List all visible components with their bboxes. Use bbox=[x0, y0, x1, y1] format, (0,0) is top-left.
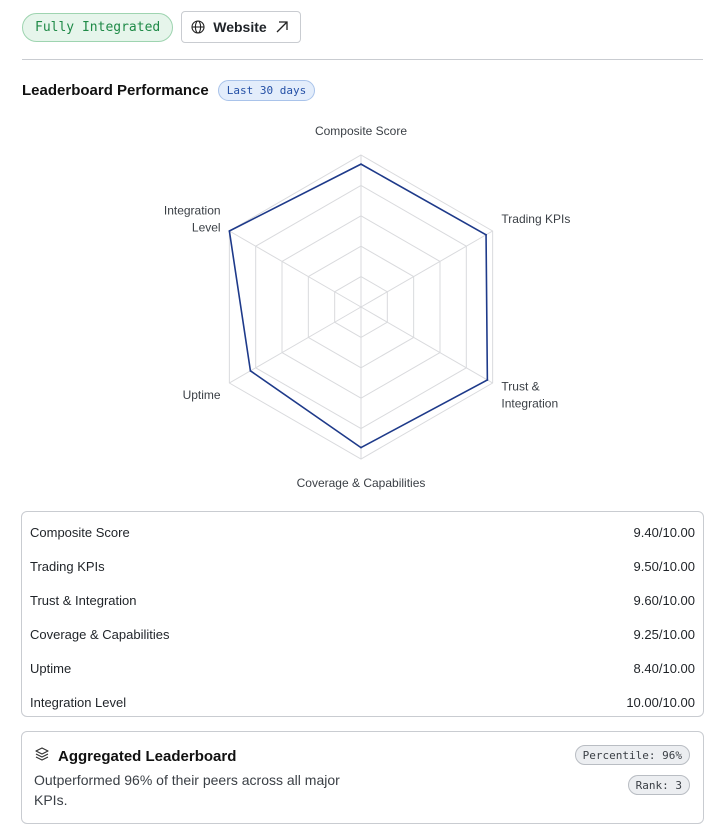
score-row: Uptime 8.40/10.00 bbox=[30, 651, 695, 685]
score-row: Composite Score 9.40/10.00 bbox=[30, 515, 695, 549]
score-value: 8.40/10.00 bbox=[633, 660, 695, 676]
radar-data-point bbox=[360, 163, 362, 166]
rank-badge: Rank: 3 bbox=[627, 775, 690, 795]
radar-data-point bbox=[360, 446, 362, 449]
globe-icon bbox=[191, 20, 205, 34]
score-label: Composite Score bbox=[30, 524, 130, 540]
score-table: Composite Score 9.40/10.00 Trading KPIs … bbox=[21, 511, 704, 717]
score-label: Integration Level bbox=[30, 694, 127, 710]
section-header: Leaderboard Performance Last 30 days bbox=[22, 80, 316, 101]
status-badge: Fully Integrated bbox=[22, 12, 174, 42]
radar-axis-label: Integration Level bbox=[164, 204, 221, 235]
score-row: Trading KPIs 9.50/10.00 bbox=[30, 549, 695, 583]
section-title: Leaderboard Performance bbox=[22, 82, 209, 99]
score-row: Coverage & Capabilities 9.25/10.00 bbox=[30, 617, 695, 651]
radar-axis-label: Coverage & Capabilities bbox=[297, 476, 426, 490]
aggregated-description: Outperformed 96% of their peers across a… bbox=[34, 772, 340, 808]
radar-axis-line bbox=[229, 230, 362, 308]
header-row: Fully Integrated Website bbox=[22, 11, 301, 43]
radar-data-point bbox=[485, 233, 487, 236]
radar-axis-label: Uptime bbox=[183, 388, 221, 402]
period-badge: Last 30 days bbox=[217, 80, 316, 101]
radar-data-point bbox=[486, 379, 489, 381]
radar-axis-label: Trading KPIs bbox=[501, 212, 570, 226]
radar-axis-label: Trust & Integration bbox=[501, 380, 558, 411]
radar-chart: Composite Score Trading KPIs Trust & Integr… bbox=[164, 124, 570, 490]
radar-axis-label: Composite Score bbox=[315, 124, 407, 138]
divider bbox=[22, 59, 703, 60]
score-label: Trading KPIs bbox=[30, 558, 105, 574]
percentile-badge: Percentile: 96% bbox=[574, 745, 690, 765]
website-button[interactable]: Website bbox=[181, 11, 301, 43]
score-value: 10.00/10.00 bbox=[626, 694, 695, 710]
score-label: Uptime bbox=[30, 660, 72, 676]
score-value: 9.40/10.00 bbox=[633, 524, 695, 540]
score-label: Trust & Integration bbox=[30, 592, 137, 608]
layers-icon bbox=[34, 746, 50, 767]
aggregated-header: Aggregated Leaderboard bbox=[34, 746, 236, 767]
score-label: Coverage & Capabilities bbox=[30, 626, 170, 642]
score-row: Integration Level 10.00/10.00 bbox=[30, 685, 695, 719]
score-row: Trust & Integration 9.60/10.00 bbox=[30, 583, 695, 617]
arrow-up-right-icon bbox=[275, 20, 289, 34]
aggregated-title: Aggregated Leaderboard bbox=[58, 748, 237, 765]
website-label: Website bbox=[213, 19, 267, 35]
radar-data-point bbox=[249, 369, 252, 372]
radar-axis-line bbox=[229, 306, 362, 384]
radar-data-point bbox=[228, 230, 231, 232]
score-value: 9.25/10.00 bbox=[633, 626, 695, 642]
radar-axis-line bbox=[360, 306, 493, 384]
aggregated-card: Aggregated Leaderboard Outperformed 96% … bbox=[21, 731, 704, 824]
score-value: 9.60/10.00 bbox=[633, 592, 695, 608]
radar-axis-line bbox=[360, 230, 493, 308]
score-value: 9.50/10.00 bbox=[633, 558, 695, 574]
